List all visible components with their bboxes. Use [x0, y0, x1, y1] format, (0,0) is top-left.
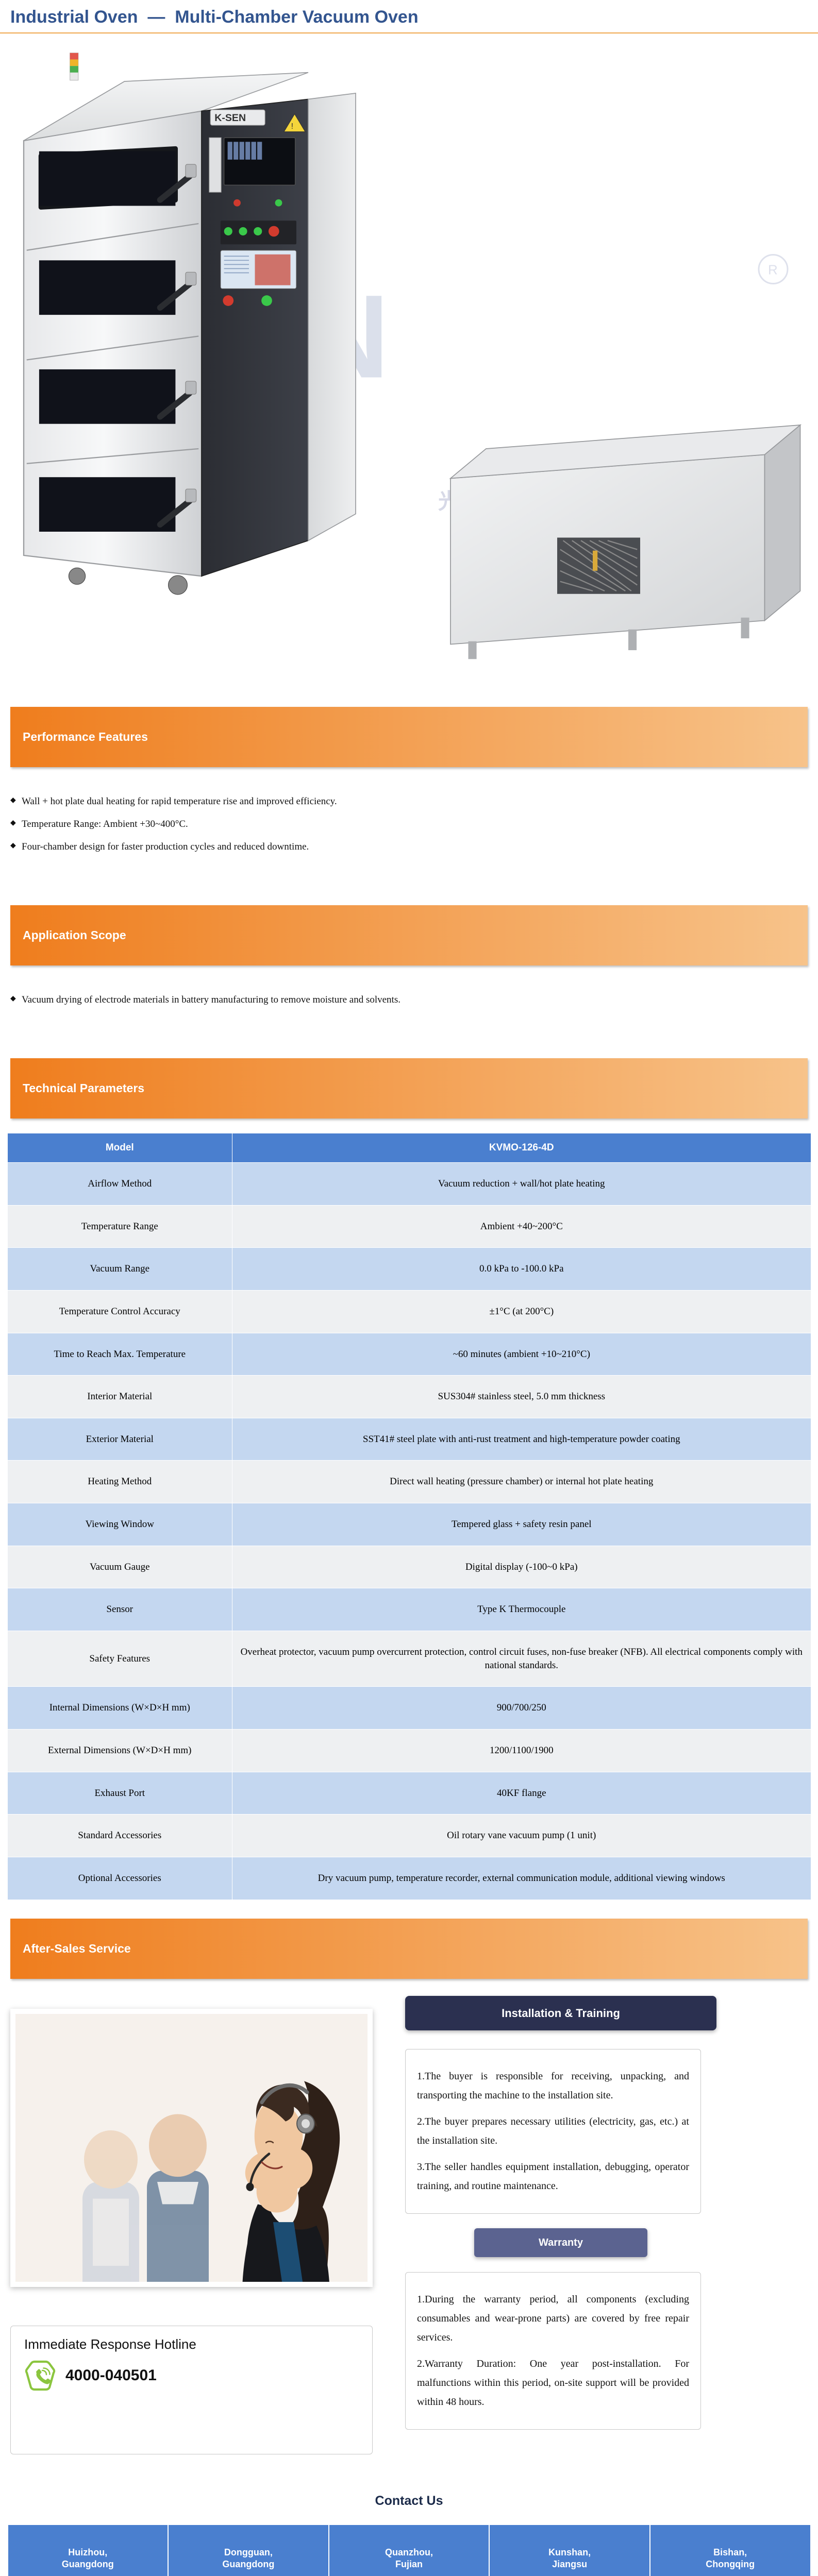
svg-text:R: R — [768, 262, 778, 278]
svg-text:!: ! — [291, 122, 293, 131]
svg-text:K-SEN: K-SEN — [214, 112, 246, 124]
